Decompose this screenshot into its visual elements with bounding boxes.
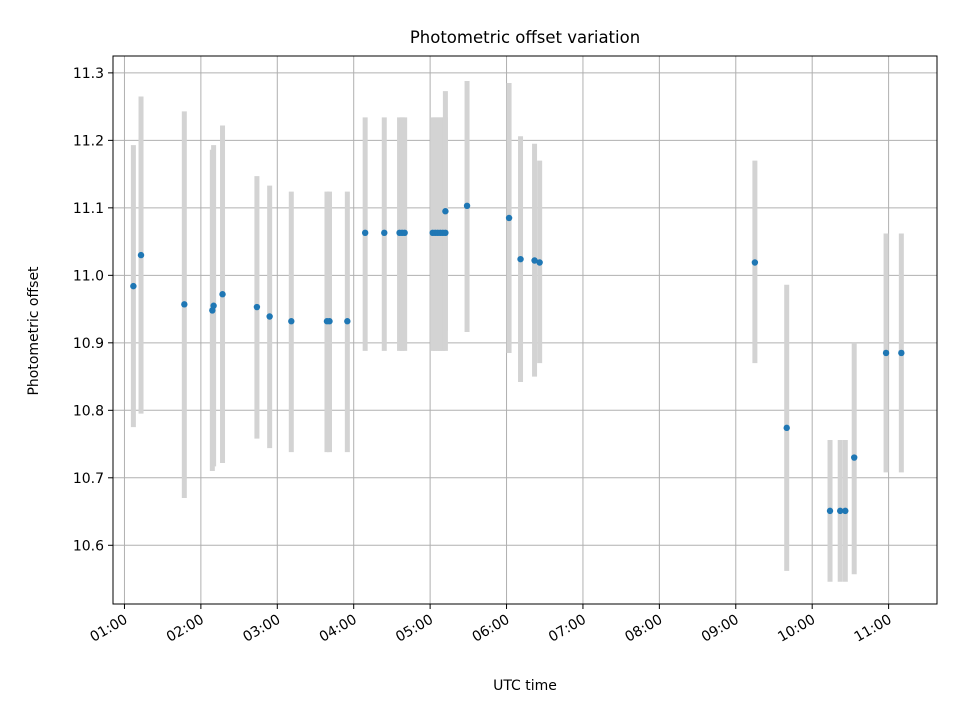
y-tick-label: 11.3 <box>73 66 104 82</box>
data-point <box>783 424 790 432</box>
data-point <box>842 507 849 515</box>
data-point <box>505 214 513 222</box>
data-point <box>851 454 858 461</box>
y-tick-label: 10.6 <box>73 538 104 554</box>
data-point <box>826 507 834 515</box>
y-tick-label: 11.0 <box>73 268 104 284</box>
data-point <box>882 349 890 357</box>
data-point <box>266 313 273 320</box>
data-point <box>442 208 449 215</box>
data-point <box>288 318 295 325</box>
data-point <box>442 229 449 237</box>
y-tick-label: 10.8 <box>73 403 104 419</box>
data-point <box>517 255 524 263</box>
data-point <box>361 229 369 237</box>
data-point <box>219 291 226 298</box>
data-point <box>181 301 188 308</box>
data-point <box>463 202 471 210</box>
data-point <box>326 318 333 325</box>
data-point <box>531 257 538 264</box>
data-point <box>401 229 408 237</box>
y-tick-label: 11.1 <box>73 201 104 217</box>
data-point <box>130 282 137 290</box>
data-point <box>253 303 261 311</box>
y-tick-label: 10.9 <box>73 336 104 352</box>
y-tick-label: 10.7 <box>73 471 104 487</box>
data-point <box>381 229 388 237</box>
data-point <box>898 349 905 357</box>
data-point <box>210 302 217 309</box>
data-point <box>137 251 145 259</box>
y-axis-label: Photometric offset <box>26 266 42 396</box>
data-point <box>344 318 351 325</box>
data-point <box>837 507 844 515</box>
grid <box>113 56 937 604</box>
data-points <box>130 202 905 515</box>
y-axis-ticks: 10.6 10.7 10.8 10.9 11.0 11.1 11.2 11.3 <box>73 66 113 554</box>
plot-frame <box>112 55 938 605</box>
data-point <box>536 259 543 266</box>
chart-title: Photometric offset variation <box>410 28 640 47</box>
data-point <box>751 259 759 266</box>
x-axis-label: UTC time <box>493 678 557 694</box>
y-tick-label: 11.2 <box>73 133 104 149</box>
